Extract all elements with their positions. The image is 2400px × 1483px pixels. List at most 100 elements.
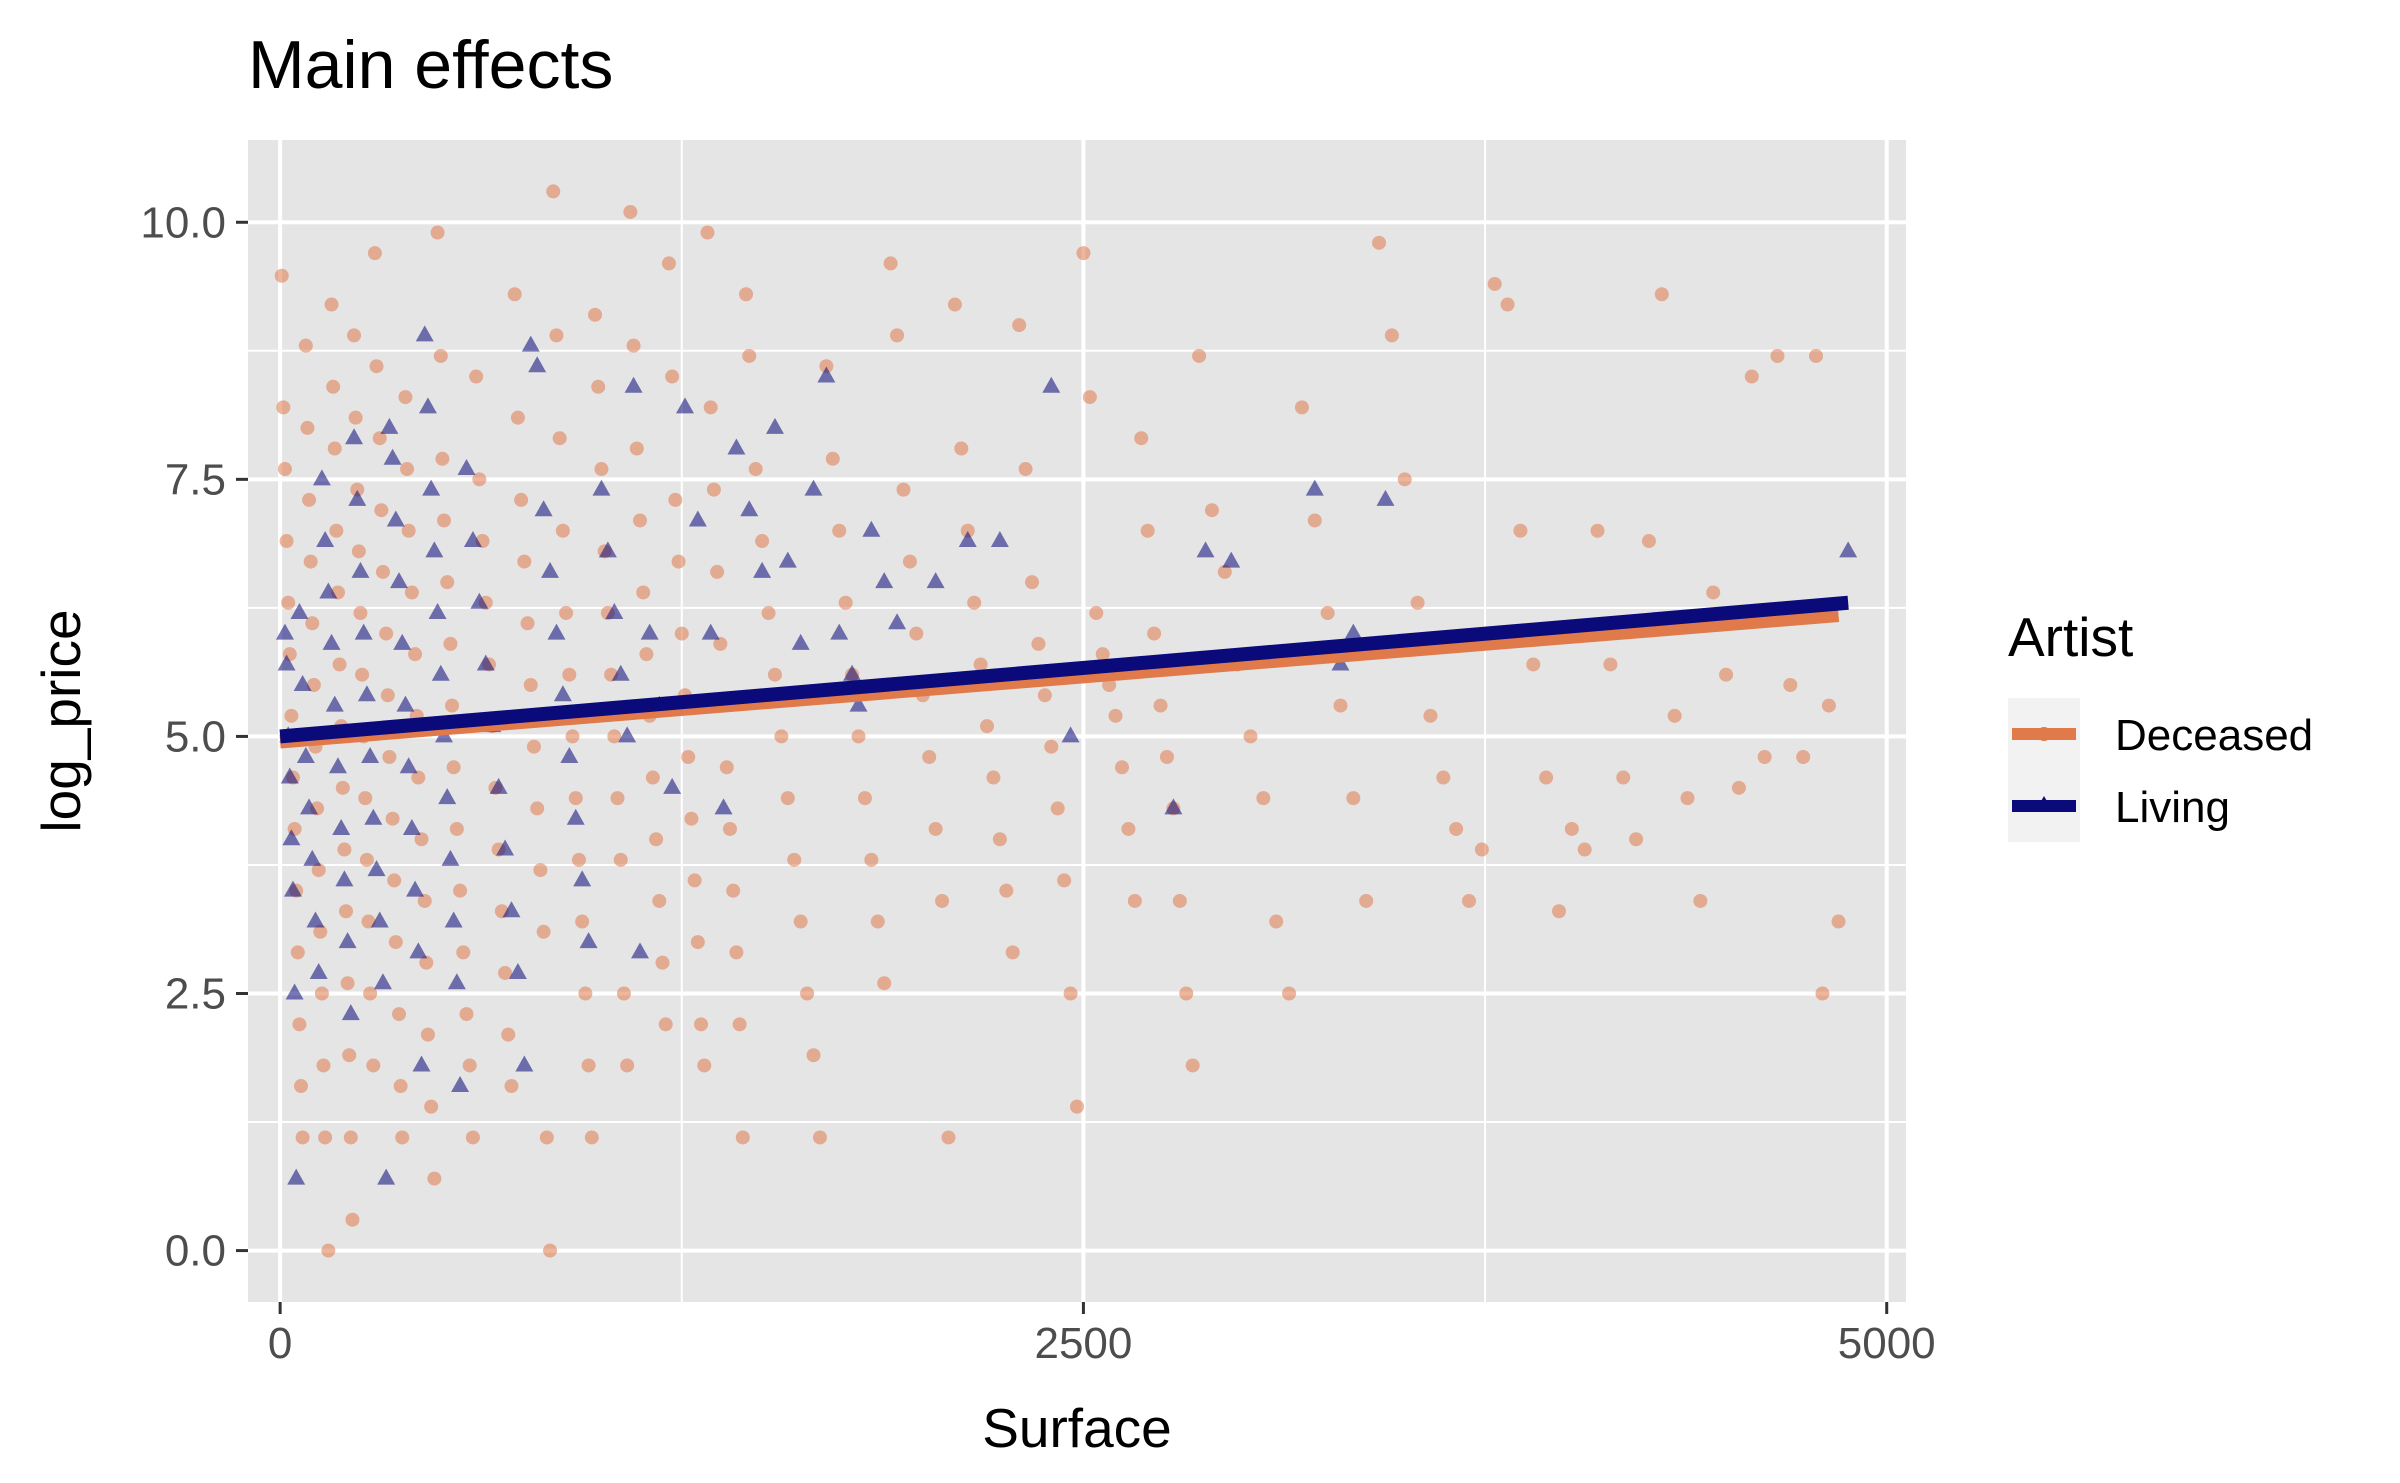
point-deceased — [928, 821, 943, 836]
point-deceased — [883, 256, 898, 271]
point-deceased — [408, 647, 423, 662]
point-deceased — [274, 268, 289, 283]
point-deceased — [575, 914, 590, 929]
point-deceased — [623, 204, 638, 219]
point-deceased — [433, 348, 448, 363]
point-deceased — [417, 893, 432, 908]
y-tick-label: 5.0 — [165, 712, 226, 761]
point-deceased — [1744, 369, 1759, 384]
point-deceased — [335, 780, 350, 795]
point-living — [740, 500, 759, 517]
point-deceased — [732, 1017, 747, 1032]
point-deceased — [1821, 698, 1836, 713]
point-deceased — [1436, 770, 1451, 785]
point-living — [351, 561, 370, 578]
point-deceased — [1127, 893, 1142, 908]
point-deceased — [279, 534, 294, 549]
point-living — [354, 623, 373, 640]
point-living — [541, 561, 560, 578]
point-deceased — [526, 739, 541, 754]
point-living — [309, 962, 328, 979]
point-deceased — [332, 657, 347, 672]
point-deceased — [812, 1130, 827, 1145]
point-living — [332, 818, 351, 835]
point-deceased — [1204, 503, 1219, 518]
point-deceased — [1551, 904, 1566, 919]
point-deceased — [1346, 791, 1361, 806]
point-deceased — [321, 1243, 336, 1258]
point-deceased — [303, 554, 318, 569]
point-deceased — [722, 821, 737, 836]
point-deceased — [324, 297, 339, 312]
x-tick-label: 5000 — [1838, 1319, 1936, 1368]
point-deceased — [520, 616, 535, 631]
point-deceased — [533, 863, 548, 878]
point-deceased — [1410, 595, 1425, 610]
point-living — [316, 531, 335, 548]
point-deceased — [340, 976, 355, 991]
point-deceased — [960, 523, 975, 538]
point-deceased — [1796, 749, 1811, 764]
point-living — [547, 623, 566, 640]
point-living — [293, 675, 312, 692]
point-living — [990, 531, 1009, 548]
point-deceased — [472, 472, 487, 487]
point-deceased — [1654, 287, 1669, 302]
point-deceased — [610, 791, 625, 806]
point-deceased — [359, 852, 374, 867]
point-deceased — [832, 523, 847, 538]
point-deceased — [348, 410, 363, 425]
point-deceased — [941, 1130, 956, 1145]
point-living — [280, 767, 299, 784]
point-deceased — [1706, 585, 1721, 600]
point-living — [319, 582, 338, 599]
point-deceased — [414, 832, 429, 847]
point-deceased — [1147, 626, 1162, 641]
point-deceased — [661, 256, 676, 271]
point-living — [849, 695, 868, 712]
point-deceased — [523, 678, 538, 693]
point-living — [425, 541, 444, 558]
point-deceased — [1140, 523, 1155, 538]
point-deceased — [896, 482, 911, 497]
point-deceased — [562, 667, 577, 682]
point-deceased — [591, 379, 606, 394]
point-deceased — [748, 462, 763, 477]
point-living — [675, 397, 694, 414]
point-deceased — [613, 852, 628, 867]
point-deceased — [1770, 348, 1785, 363]
point-deceased — [379, 626, 394, 641]
point-deceased — [443, 636, 458, 651]
point-deceased — [350, 482, 365, 497]
point-deceased — [1513, 523, 1528, 538]
point-living — [312, 469, 331, 486]
point-living — [383, 448, 402, 465]
point-living — [338, 932, 357, 949]
point-deceased — [420, 1027, 435, 1042]
point-deceased — [559, 606, 574, 621]
point-living — [1164, 798, 1183, 815]
point-living — [290, 603, 309, 620]
point-living — [406, 880, 425, 897]
point-deceased — [1082, 390, 1097, 405]
point-deceased — [1462, 893, 1477, 908]
point-living — [817, 366, 836, 383]
point-deceased — [311, 863, 326, 878]
trend-line-living — [279, 595, 1849, 744]
point-deceased — [302, 492, 317, 507]
point-deceased — [316, 1058, 331, 1073]
point-deceased — [652, 893, 667, 908]
point-deceased — [902, 554, 917, 569]
point-deceased — [1831, 914, 1846, 929]
point-deceased — [954, 441, 969, 456]
point-living — [508, 962, 527, 979]
point-living — [476, 654, 495, 671]
point-deceased — [684, 811, 699, 826]
point-deceased — [1577, 842, 1592, 857]
point-living — [1305, 479, 1324, 496]
point-deceased — [1333, 698, 1348, 713]
point-deceased — [706, 482, 721, 497]
point-deceased — [838, 595, 853, 610]
point-deceased — [1179, 986, 1194, 1001]
point-living — [1839, 541, 1858, 558]
